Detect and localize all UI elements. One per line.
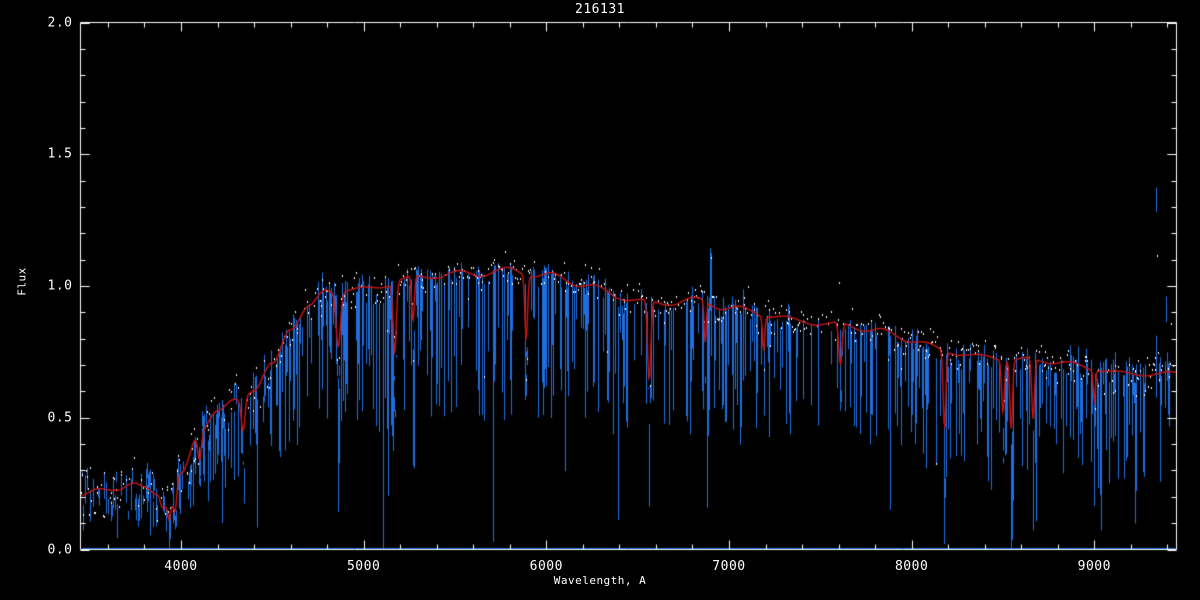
x-tick-label: 7000 <box>712 558 746 574</box>
y-tick-label: 0.0 <box>47 542 73 557</box>
x-axis-label: Wavelength, A <box>553 574 647 587</box>
x-tick-label: 9000 <box>1077 558 1111 574</box>
x-tick-label: 5000 <box>346 558 381 574</box>
page-title: 216131 <box>575 2 625 17</box>
y-tick-label: 0.5 <box>47 410 73 426</box>
y-tick-label: 1.5 <box>47 146 73 162</box>
x-tick-label: 6000 <box>529 558 563 574</box>
y-tick-label: 2.0 <box>47 15 73 30</box>
y-tick-label: 1.0 <box>47 278 73 294</box>
x-tick-label: 4000 <box>164 558 198 574</box>
x-tick-label: 8000 <box>894 558 929 574</box>
